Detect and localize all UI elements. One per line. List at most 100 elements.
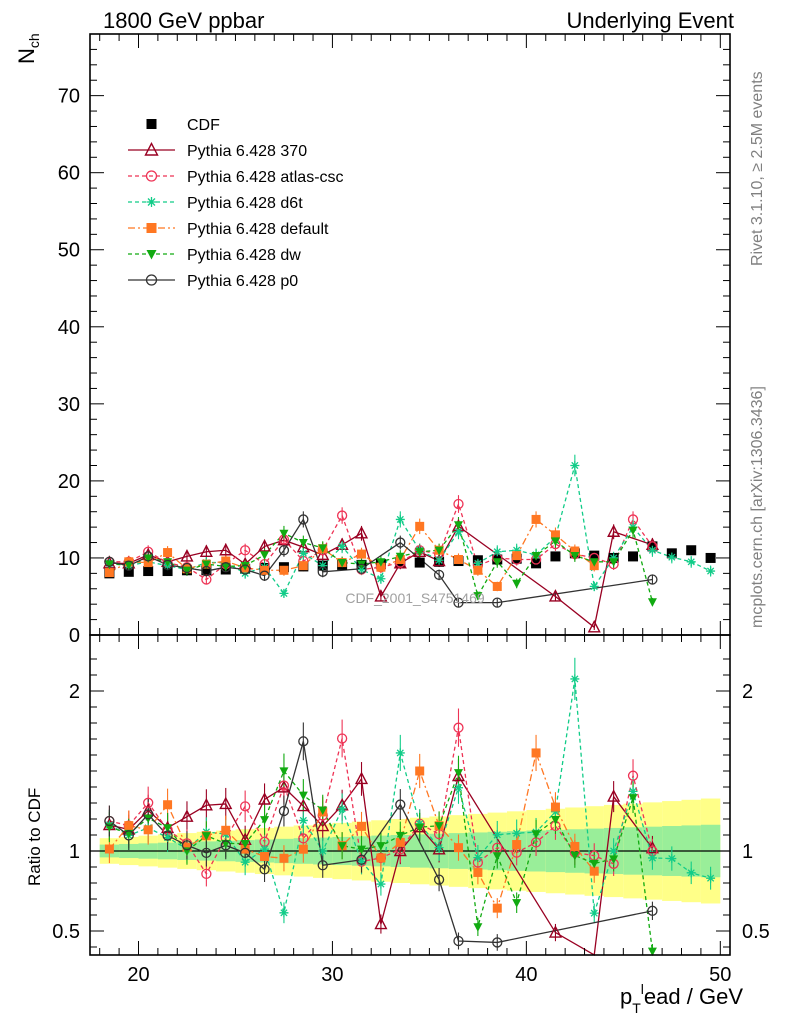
data-point-ratio [667, 854, 677, 864]
x-tick-label: 40 [515, 964, 537, 986]
data-point-ratio [278, 780, 290, 791]
data-point-main [298, 538, 308, 548]
axis-ticks: 20 30 40 50 0 10 20 30 40 50 60 70 0.5 0.5 1 1 2 2 [52, 33, 770, 986]
data-point-ratio [181, 840, 193, 851]
legend-swatch-marker [144, 141, 159, 156]
data-point-ratio [240, 857, 250, 867]
side-note-bottom: mcplots.cern.ch [arXiv:1306.3436] [749, 386, 766, 628]
data-point-main [221, 556, 231, 566]
data-point-ratio [260, 844, 270, 854]
data-point-ratio [374, 916, 388, 930]
y-tick-label-main: 60 [58, 163, 80, 185]
data-point-main [433, 569, 445, 581]
x-tick-label: 20 [127, 964, 149, 986]
data-point-main [257, 539, 272, 552]
data-point-ratio [473, 853, 483, 863]
data-point-ratio [182, 842, 192, 852]
data-point-ratio [415, 766, 425, 776]
data-point-main [278, 545, 290, 556]
data-point-ratio [180, 809, 194, 822]
data-point-ratio [512, 828, 522, 838]
data-point-ratio [473, 923, 483, 932]
data-point-main [376, 558, 386, 567]
data-point-ratio [395, 799, 406, 810]
legend-entry-label: Pythia 6.428 370 [187, 143, 307, 160]
y-tick-label-ratio-right: 0.5 [742, 921, 770, 943]
data-point-main [609, 558, 619, 567]
data-point-main [531, 552, 541, 561]
data-point-main [415, 548, 425, 557]
data-point-ratio [492, 903, 502, 913]
legend-swatch-marker [145, 274, 158, 286]
data-point-main [104, 560, 114, 570]
data-point-ratio [492, 842, 503, 853]
legend-entry-label: Pythia 6.428 dw [187, 247, 301, 264]
data-point-main [124, 561, 134, 570]
data-point-main [240, 562, 250, 571]
data-point-ratio [221, 839, 231, 849]
data-point-ratio [162, 830, 173, 841]
data-point-main [492, 581, 502, 591]
data-point-ratio [104, 815, 115, 827]
data-point-main [589, 581, 599, 591]
data-point-main [570, 552, 580, 561]
data-point-ratio [570, 674, 580, 684]
data-point-main [162, 566, 173, 577]
series-line-ratio [109, 678, 711, 914]
data-point-main [356, 563, 367, 574]
data-point-main [143, 554, 153, 563]
data-point-ratio [433, 874, 445, 885]
data-point-ratio [316, 818, 330, 832]
data-point-ratio [221, 825, 231, 835]
legend-swatch-marker [146, 197, 157, 207]
legend-swatch-marker [146, 250, 157, 260]
data-point-ratio [298, 736, 309, 747]
data-point-ratio [395, 837, 405, 847]
data-point-main [473, 592, 483, 601]
data-point-ratio [453, 783, 463, 793]
data-point-ratio [548, 925, 563, 938]
data-point-ratio [318, 806, 328, 816]
data-point-ratio [357, 857, 367, 867]
data-point-main [395, 514, 405, 524]
series-line-main [109, 518, 595, 588]
data-point-ratio [240, 801, 251, 812]
data-point-main [589, 558, 599, 567]
data-point-main [317, 566, 328, 577]
data-point-main [473, 565, 483, 575]
data-point-main [201, 560, 211, 570]
data-point-main [376, 574, 386, 584]
data-point-ratio [201, 868, 212, 880]
data-point-ratio [279, 908, 289, 918]
data-point-ratio [627, 770, 639, 781]
series-line-ratio [109, 774, 653, 957]
data-point-ratio [337, 842, 347, 851]
data-point-ratio [143, 797, 154, 808]
legend-swatch-marker [145, 170, 158, 182]
data-point-ratio [453, 935, 464, 947]
y-tick-label-main: 30 [58, 394, 80, 416]
data-point-main [123, 566, 134, 577]
data-point-ratio [143, 809, 154, 820]
data-point-main [279, 529, 289, 539]
data-point-main [548, 589, 563, 602]
data-point-ratio [550, 816, 560, 825]
y-tick-label-ratio: 2 [69, 681, 80, 703]
data-point-ratio [376, 842, 386, 851]
legend-swatch-marker [146, 223, 157, 233]
data-point-ratio [357, 821, 367, 831]
data-point-ratio [570, 841, 580, 851]
legend-entry-label: Pythia 6.428 d6t [187, 195, 303, 212]
data-point-main [181, 562, 193, 574]
data-point-main [415, 521, 425, 531]
data-point-ratio [260, 816, 270, 825]
data-point-ratio [259, 864, 270, 875]
data-point-ratio [492, 830, 502, 840]
data-point-main [298, 514, 309, 525]
data-point-main [609, 553, 619, 563]
main-y-axis-label: Nch [14, 33, 42, 64]
data-point-main [298, 561, 308, 571]
data-point-ratio [260, 852, 270, 862]
data-point-ratio [609, 846, 619, 856]
data-point-main [647, 545, 657, 555]
